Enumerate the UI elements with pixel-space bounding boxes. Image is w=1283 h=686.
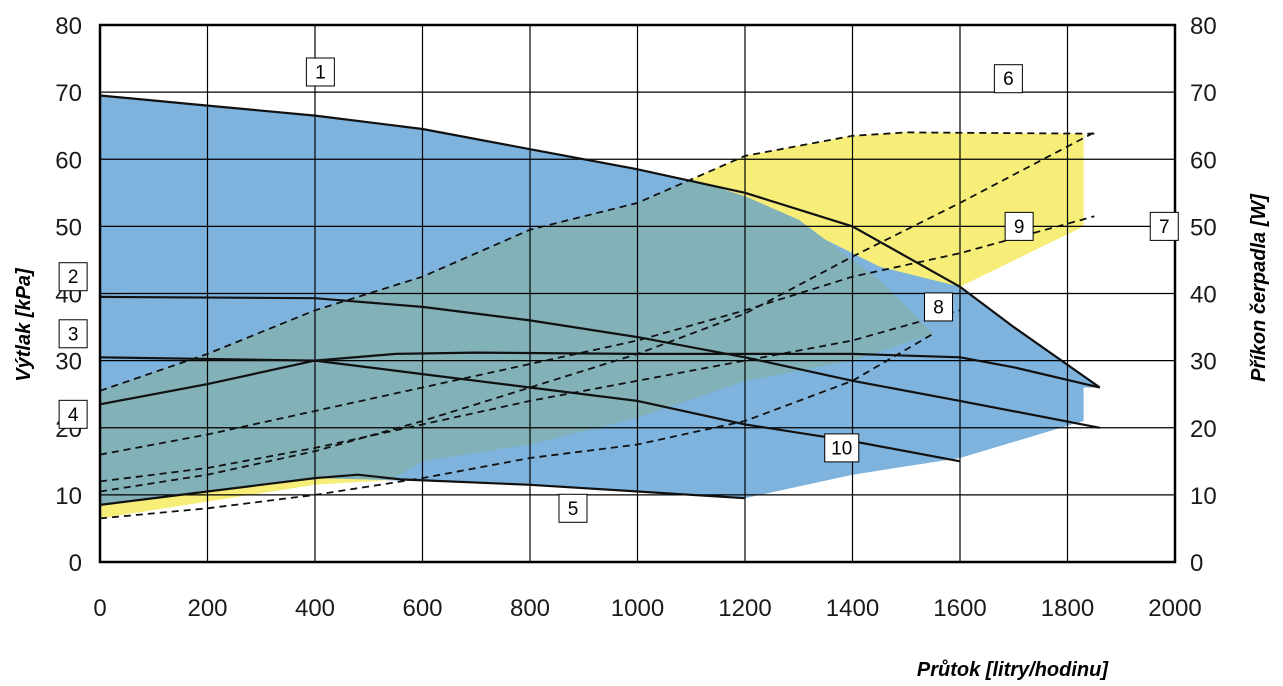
y2-tick-label: 30 [1190,349,1217,376]
curve-label-box [58,262,88,292]
curve-label-box [993,64,1023,94]
curve-label-3: 3 [58,319,88,349]
x-tick-label: 400 [295,595,335,622]
x-tick-label: 1400 [826,595,879,622]
x-tick-label: 0 [93,595,106,622]
y-tick-label: 60 [55,147,82,174]
series-line-8 [99,309,961,483]
y-tick-label: 50 [55,214,82,241]
y2-tick-label: 60 [1190,147,1217,174]
curve-label-text: 5 [568,499,579,520]
curve-label-4: 4 [58,399,88,429]
y2-tick-label: 0 [1190,550,1203,577]
curve-label-5: 5 [558,493,588,523]
curve-label-box [924,292,953,322]
curve-label-text: 10 [831,438,852,459]
curve-label-10: 10 [824,433,860,463]
y2-axis-ticks: 0 10 20 30 40 50 60 70 80 [1190,13,1217,577]
y2-tick-label: 40 [1190,282,1217,309]
x-tick-label: 600 [402,595,442,622]
y-axis-title: Výtlak [kPa] [13,267,35,382]
y-tick-label: 80 [55,13,82,40]
curve-label-7: 7 [1149,211,1179,241]
series-line-1 [99,94,1101,389]
y-tick-label: 10 [55,483,82,510]
region-2 [691,132,1084,287]
curve-label-8: 8 [924,292,953,322]
curve-label-6: 6 [993,64,1023,94]
y2-tick-label: 10 [1190,483,1217,510]
curve-label-text: 9 [1014,217,1025,238]
curve-label-text: 6 [1003,69,1014,90]
curve-label-1: 1 [305,57,335,87]
x-tick-label: 1800 [1041,595,1094,622]
series-line-2 [99,295,1101,429]
x-tick-label: 2000 [1148,595,1201,622]
curve-label-text: 8 [933,297,944,318]
curve-label-text: 2 [68,267,79,288]
y2-tick-label: 50 [1190,214,1217,241]
x-tick-label: 1600 [933,595,986,622]
curve-label-text: 7 [1159,217,1170,238]
curve-labels: 1 2 3 4 5 6 7 8 9 10 [58,57,1179,523]
region-4 [100,179,934,505]
series-line-10 [99,333,934,520]
y2-axis-title: Příkon čerpadla [W] [1248,193,1270,382]
y-tick-label: 0 [69,550,82,577]
y2-tick-label: 70 [1190,80,1217,107]
curve-label-box [824,433,860,463]
y2-tick-label: 80 [1190,13,1217,40]
plot-frame [98,23,1177,564]
series-line-5 [99,473,746,506]
curve-label-2: 2 [58,262,88,292]
x-axis-title: Průtok [litry/hodinu] [917,659,1109,681]
x-tick-label: 1000 [611,595,664,622]
series-line-9 [99,131,1095,493]
y-tick-label: 70 [55,80,82,107]
y-tick-label: 30 [55,349,82,376]
curve-label-box [58,399,88,429]
series-line-6 [99,131,1095,392]
x-tick-label: 200 [187,595,227,622]
curve-label-text: 4 [68,405,79,426]
x-tick-label: 800 [510,595,550,622]
curve-label-9: 9 [1004,211,1034,241]
y2-tick-label: 20 [1190,416,1217,443]
curve-label-box [1149,211,1179,241]
curve-label-box [58,319,88,349]
series-line-7 [99,215,1095,456]
x-axis-ticks: 0 200 400 600 800 1000 1200 1400 1600 1800 2000 [93,595,1201,622]
curve-label-box [1004,211,1034,241]
curve-label-box [305,57,335,87]
curve-label-box [558,493,588,523]
curve-label-text: 3 [68,324,79,345]
curve-label-text: 1 [315,62,326,83]
x-tick-label: 1200 [718,595,771,622]
